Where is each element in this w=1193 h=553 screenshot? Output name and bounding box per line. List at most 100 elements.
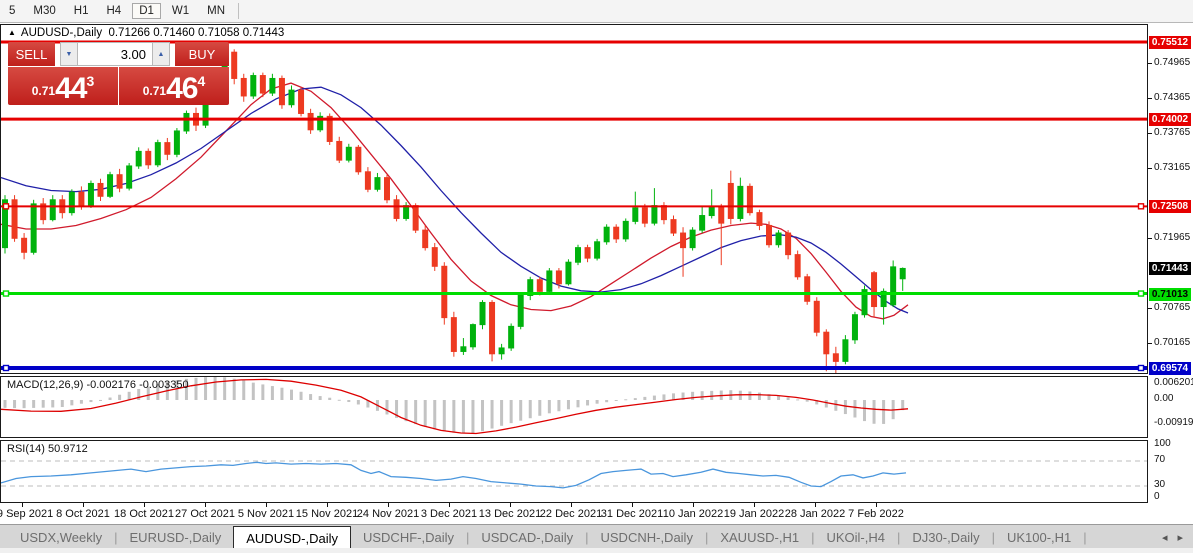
macd-bar (710, 390, 714, 400)
chart-tab-USDX-Weekly[interactable]: USDX,Weekly (20, 529, 103, 545)
macd-bar (681, 392, 685, 400)
tab-separator: | (897, 529, 901, 545)
macd-bar (786, 397, 790, 400)
line-marker[interactable] (2, 203, 10, 210)
date-tick (205, 503, 206, 507)
price-badge-0.75512: 0.75512 (1149, 36, 1191, 49)
timeframe-button-5[interactable]: 5 (9, 5, 16, 17)
tab-separator: | (1083, 529, 1087, 545)
volume-decrease-button[interactable]: ▼ (60, 42, 78, 66)
axis-tick (1148, 97, 1152, 99)
candle (173, 130, 180, 155)
timeframe-button-M30[interactable]: M30 (33, 5, 56, 17)
candle (97, 182, 104, 197)
date-tick (83, 503, 84, 507)
chart-tab-EURUSD-Daily[interactable]: EURUSD-,Daily (129, 529, 222, 545)
macd-bar (528, 400, 532, 419)
chart-tab-USDCNH-Daily[interactable]: USDCNH-,Daily (600, 529, 693, 545)
timeframe-button-W1[interactable]: W1 (171, 5, 190, 17)
tab-separator: | (811, 529, 815, 545)
date-label: 22 Dec 2021 (539, 508, 603, 520)
price-badge-0.69574: 0.69574 (1149, 362, 1191, 375)
date-label: 8 Oct 2021 (56, 508, 110, 520)
macd-bar (184, 378, 188, 400)
candle (374, 177, 381, 190)
macd-bar (672, 393, 675, 400)
macd-bar (805, 400, 809, 402)
macd-bar (337, 399, 341, 401)
line-marker[interactable] (2, 290, 10, 297)
chart-tab-AUDUSD-Daily[interactable]: AUDUSD-,Daily (233, 526, 351, 549)
chart-tab-USDCHF-Daily[interactable]: USDCHF-,Daily (362, 529, 454, 545)
candle (689, 229, 696, 249)
timeframe-button-H1[interactable]: H1 (73, 5, 89, 17)
volume-input[interactable]: 3.00 (78, 42, 152, 66)
volume-increase-button[interactable]: ▲ (152, 42, 170, 66)
collapse-arrow-icon[interactable]: ▲ (8, 28, 16, 37)
chart-tab-UK100-H1[interactable]: UK100-,H1 (1006, 529, 1072, 545)
macd-label: MACD(12,26,9) -0.002176 -0.003350 (7, 379, 189, 391)
ma-slow-blue-line[interactable] (1, 86, 909, 314)
candle (880, 290, 887, 308)
candle (49, 199, 56, 221)
candle (422, 229, 429, 249)
buy-price-base: 0.71 (142, 84, 167, 98)
sell-button[interactable]: SELL (8, 42, 55, 66)
candle (737, 185, 744, 219)
price-axis[interactable]: 0.74965 0.74365 0.73765 0.73165 0.71965 0.707… (1148, 24, 1193, 504)
rsi-indicator-panel[interactable]: RSI(14) 50.9712 (0, 440, 1148, 503)
candle (164, 142, 171, 155)
candle (135, 150, 142, 167)
macd-bar (146, 386, 150, 400)
timeframe-button-MN[interactable]: MN (207, 5, 226, 17)
toolbar-separator (238, 3, 240, 19)
macd-bar (815, 400, 819, 405)
macd-bar (519, 400, 523, 421)
buy-button[interactable]: BUY (175, 42, 229, 66)
macd-chart[interactable] (1, 377, 1147, 437)
line-marker[interactable] (2, 364, 10, 372)
line-marker[interactable] (1137, 290, 1145, 297)
candle (307, 112, 314, 131)
candle (842, 339, 849, 362)
macd-bar (385, 400, 389, 415)
chart-tab-UKOil-H4[interactable]: UKOil-,H4 (826, 529, 885, 545)
macd-bar (471, 400, 475, 434)
macd-bar (290, 389, 293, 400)
price-axis-label: 0.70165 (1154, 336, 1191, 348)
rsi-chart[interactable] (1, 441, 1147, 502)
chart-tab-XAUUSD-H1[interactable]: XAUUSD-,H1 (720, 529, 800, 545)
price-axis-label: 0.73165 (1154, 161, 1191, 173)
line-marker[interactable] (1137, 364, 1145, 372)
axis-tick (1148, 342, 1152, 344)
macd-bar (232, 378, 236, 400)
candle (68, 191, 75, 214)
ma-fast-red-line[interactable] (1, 82, 909, 320)
candle (259, 75, 266, 94)
candle (575, 247, 581, 263)
macd-bar (538, 400, 542, 416)
sell-price-display[interactable]: 0.71 44 3 (8, 67, 118, 105)
date-tick (22, 503, 23, 507)
timeframe-button-D1[interactable]: D1 (132, 3, 161, 19)
candle (775, 232, 782, 246)
chart-tab-USDCAD-Daily[interactable]: USDCAD-,Daily (481, 529, 574, 545)
tabs-scroll-right-icon[interactable]: ▸ (1177, 531, 1183, 544)
macd-bar (41, 400, 45, 408)
chart-tab-DJ30-Daily[interactable]: DJ30-,Daily (912, 529, 980, 545)
candle (861, 289, 868, 316)
candle (116, 174, 123, 189)
line-marker[interactable] (1137, 203, 1145, 210)
tabs-scroll-left-icon[interactable]: ◂ (1161, 531, 1168, 544)
macd-indicator-panel[interactable]: MACD(12,26,9) -0.002176 -0.003350 (0, 376, 1148, 438)
candle (851, 314, 858, 341)
one-click-trading-widget: SELL ▼ 3.00 ▲ BUY 0.71 44 3 0.71 46 4 (8, 42, 229, 105)
macd-bar (79, 400, 83, 404)
macd-bar (13, 400, 17, 409)
axis-tick (1148, 63, 1152, 64)
date-tick (754, 503, 755, 507)
timeframe-button-H4[interactable]: H4 (106, 5, 122, 17)
buy-price-display[interactable]: 0.71 46 4 (119, 67, 229, 105)
